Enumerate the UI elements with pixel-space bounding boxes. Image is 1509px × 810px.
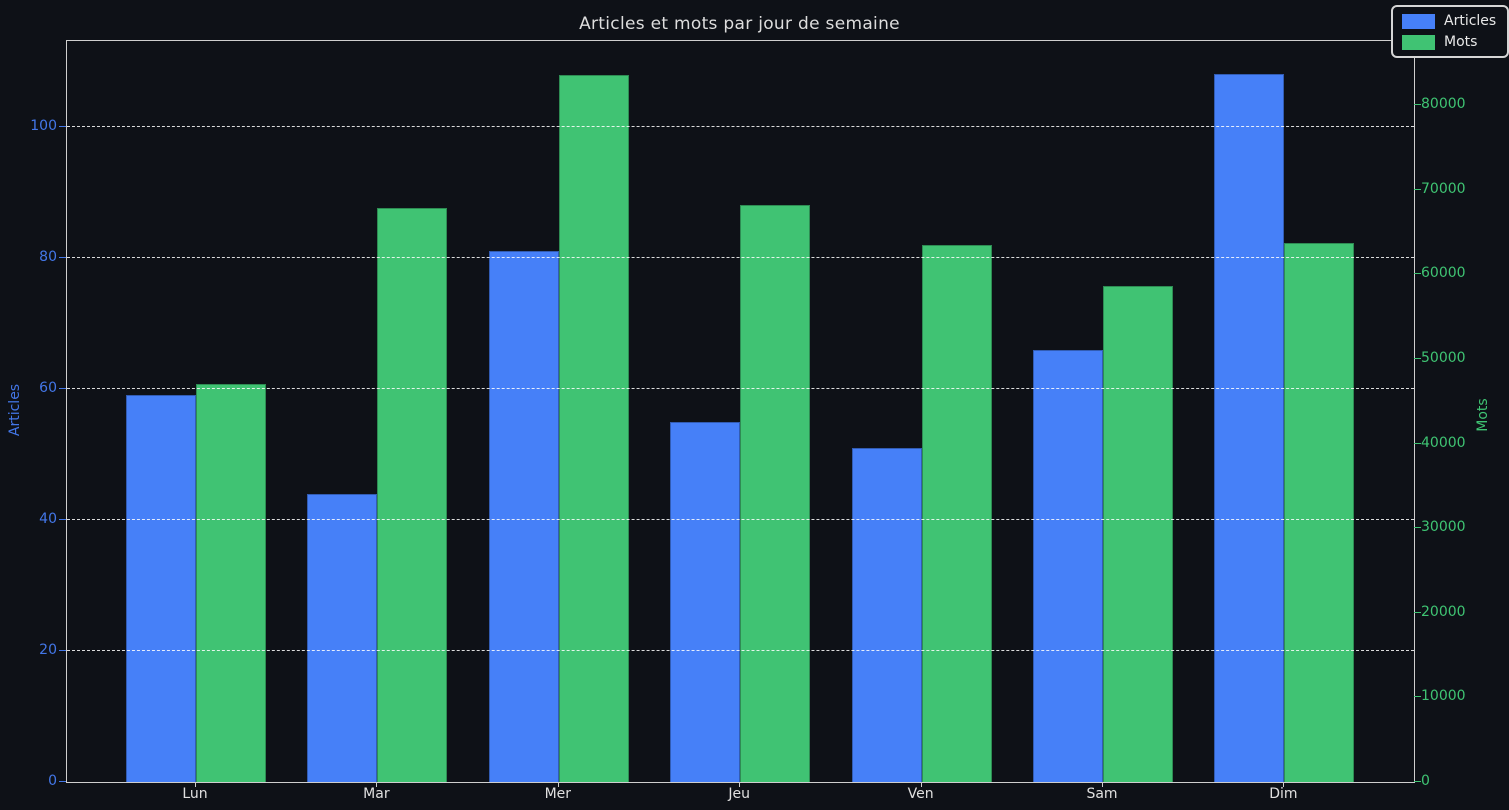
left-tick-label-20: 20	[39, 642, 57, 658]
bar-mots-dim	[1284, 242, 1355, 782]
right-tick-mark-60000	[1414, 273, 1421, 275]
bar-articles-lun	[126, 395, 196, 782]
right-tick-mark-0	[1414, 781, 1421, 782]
left-tick-mark-80	[59, 256, 66, 258]
x-tick-label-mer: Mer	[544, 786, 572, 802]
left-tick-label-60: 60	[39, 379, 57, 396]
legend-mots-label: Mots	[1444, 34, 1478, 50]
right-tick-label-30000: 30000	[1421, 519, 1466, 536]
legend-mots-swatch-icon	[1402, 34, 1435, 50]
bar-articles-jeu	[670, 421, 741, 782]
legend-articles-label: Articles	[1444, 13, 1497, 29]
right-tick-label-70000: 70000	[1421, 180, 1466, 197]
x-tick-mark-dim	[1283, 781, 1285, 787]
x-tick-mark-lun	[195, 781, 196, 787]
x-tick-label-ven: Ven	[907, 786, 934, 802]
right-tick-mark-10000	[1414, 696, 1421, 698]
plot-area	[66, 40, 1415, 783]
left-tick-mark-0	[59, 781, 66, 782]
gridline-20	[67, 650, 1414, 651]
right-tick-label-0: 0	[1421, 773, 1430, 789]
bar-articles-sam	[1033, 349, 1103, 782]
right-tick-label-10000: 10000	[1421, 688, 1466, 705]
x-tick-mark-ven	[920, 781, 922, 787]
legend-item-articles: Articles	[1402, 13, 1499, 29]
left-tick-mark-20	[59, 650, 66, 651]
bar-mots-jeu	[740, 204, 811, 782]
bar-mots-sam	[1103, 286, 1173, 782]
x-tick-mark-sam	[1102, 781, 1103, 787]
right-tick-label-80000: 80000	[1421, 95, 1466, 112]
right-tick-mark-80000	[1414, 103, 1421, 105]
right-tick-mark-20000	[1414, 611, 1421, 613]
left-tick-label-0: 0	[48, 773, 57, 789]
x-tick-mark-mer	[557, 781, 559, 787]
gridline-40	[67, 518, 1414, 520]
bar-articles-mer	[488, 251, 559, 782]
bar-articles-ven	[851, 447, 922, 782]
x-tick-label-sam: Sam	[1086, 786, 1118, 802]
chart-title: Articles et mots par jour de semaine	[579, 14, 900, 34]
right-tick-label-40000: 40000	[1421, 434, 1466, 451]
left-tick-label-80: 80	[39, 248, 57, 265]
right-tick-mark-50000	[1414, 357, 1421, 359]
x-tick-label-jeu: Jeu	[728, 786, 750, 802]
right-tick-mark-30000	[1414, 527, 1421, 529]
x-tick-label-lun: Lun	[182, 786, 208, 802]
legend-articles-swatch-icon	[1402, 13, 1435, 29]
right-tick-label-50000: 50000	[1421, 349, 1466, 366]
right-tick-mark-40000	[1414, 442, 1421, 444]
bar-mots-mar	[377, 208, 448, 782]
left-tick-mark-60	[59, 387, 66, 389]
right-tick-mark-70000	[1414, 188, 1421, 190]
x-tick-mark-mar	[376, 781, 378, 787]
x-tick-label-mar: Mar	[363, 786, 390, 802]
bar-articles-mar	[307, 493, 378, 782]
x-tick-label-dim: Dim	[1269, 786, 1298, 802]
gridline-60	[67, 387, 1414, 389]
bar-articles-dim	[1214, 74, 1285, 782]
gridline-80	[67, 256, 1414, 258]
x-tick-mark-jeu	[739, 781, 741, 787]
bar-mots-ven	[921, 244, 992, 782]
legend: Articles Mots	[1391, 5, 1509, 58]
left-tick-mark-100	[59, 125, 66, 127]
gridline-100	[67, 125, 1414, 127]
bar-mots-mer	[558, 75, 629, 782]
left-tick-label-40: 40	[39, 510, 57, 527]
left-tick-label-100: 100	[30, 117, 57, 134]
legend-item-mots: Mots	[1402, 34, 1499, 50]
right-tick-label-60000: 60000	[1421, 265, 1466, 282]
bar-mots-lun	[196, 384, 266, 782]
right-tick-label-20000: 20000	[1421, 603, 1466, 620]
left-tick-mark-40	[59, 518, 66, 520]
